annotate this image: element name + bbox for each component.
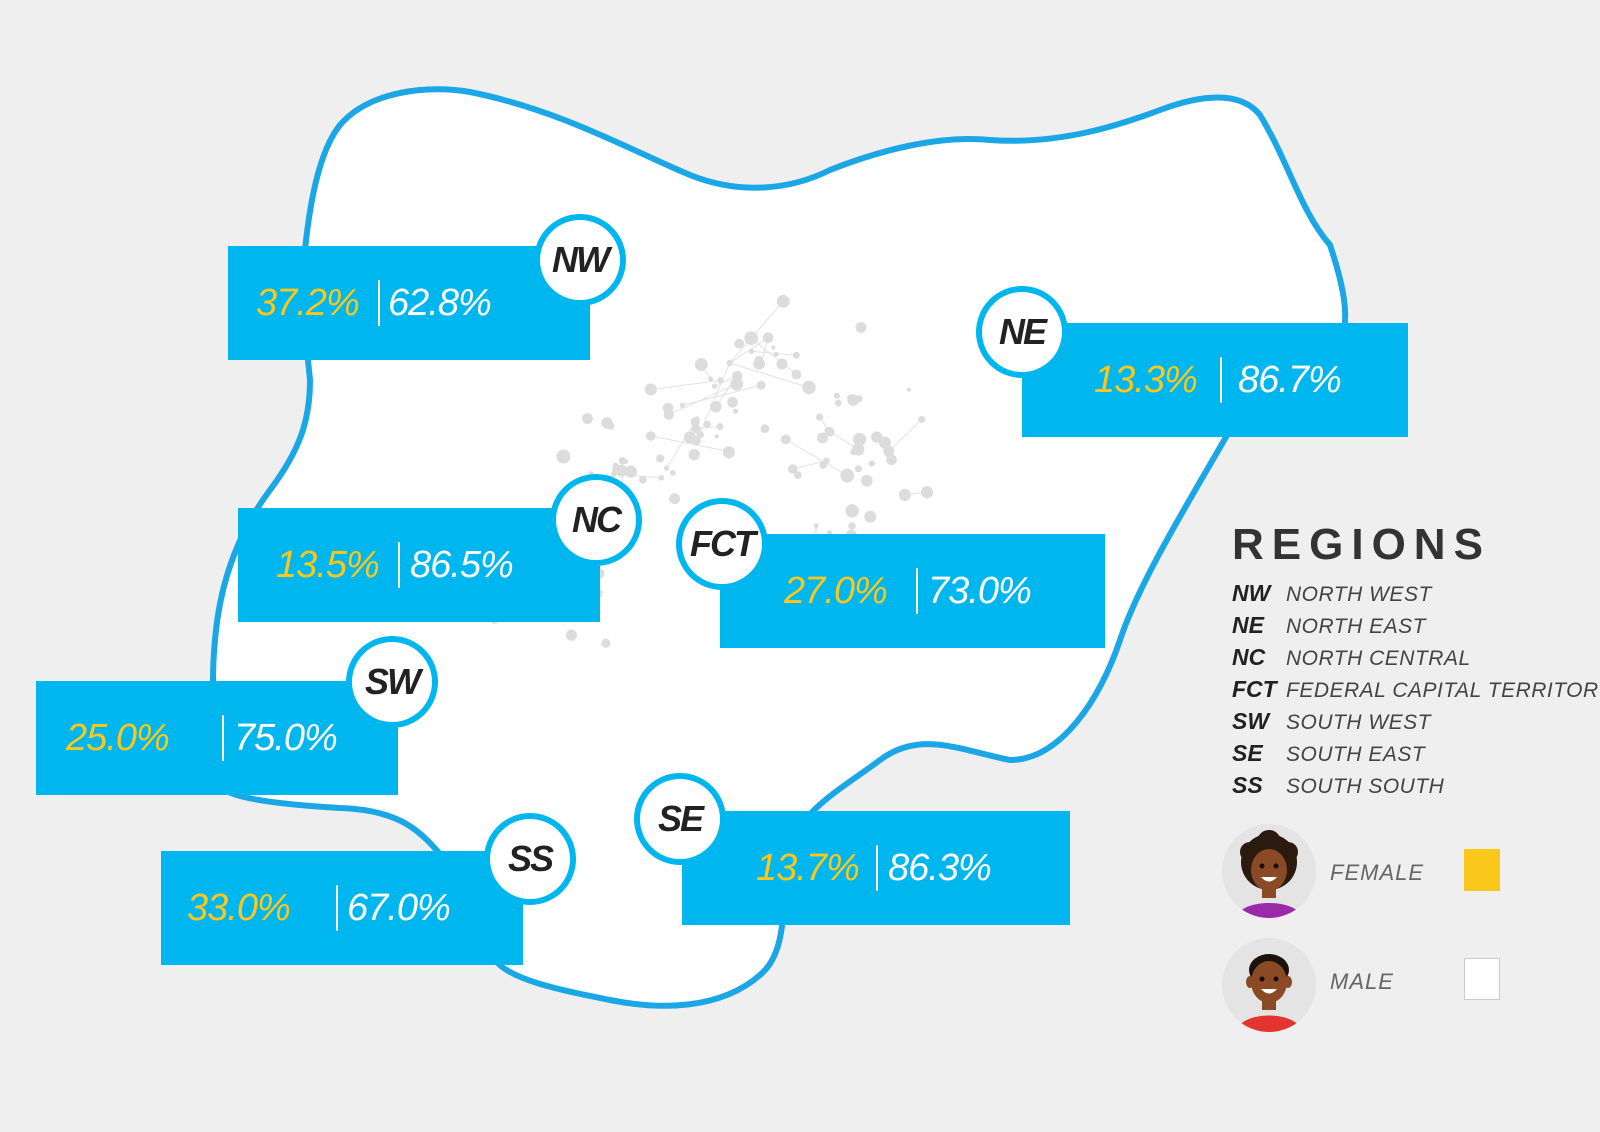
separator — [222, 715, 224, 761]
male-percentage: 73.0% — [928, 570, 1032, 612]
region-badge-nc: NC — [550, 474, 642, 566]
legend-code: NE — [1232, 612, 1264, 638]
legend-code: FCT — [1232, 676, 1277, 702]
male-percentage: 75.0% — [234, 717, 338, 759]
region-panel-fct: 27.0% 73.0% — [720, 534, 1105, 648]
region-badge-nw: NW — [534, 214, 626, 306]
region-badge-se: SE — [634, 773, 726, 865]
separator — [378, 280, 380, 326]
female-percentage: 37.2% — [256, 282, 360, 324]
legend-item-ne: NE NORTH EAST — [1232, 612, 1426, 639]
female-percentage: 27.0% — [784, 570, 888, 612]
legend-item-fct: FCT FEDERAL CAPITAL TERRITORY — [1232, 676, 1600, 703]
legend-name: NORTH CENTRAL — [1286, 647, 1471, 670]
region-badge-ss: SS — [484, 813, 576, 905]
region-panel-se: 13.7% 86.3% — [682, 811, 1070, 925]
legend-item-ss: SS SOUTH SOUTH — [1232, 772, 1444, 799]
region-badge-fct: FCT — [676, 498, 768, 590]
legend-name: SOUTH SOUTH — [1286, 775, 1445, 798]
legend-name: SOUTH WEST — [1286, 711, 1431, 734]
separator — [876, 845, 878, 891]
region-panel-sw: 25.0% 75.0% — [36, 681, 398, 795]
male-percentage: 67.0% — [347, 887, 451, 929]
legend-code: SE — [1232, 740, 1263, 766]
region-panel-ne: 13.3% 86.7% — [1022, 323, 1408, 437]
region-badge-ne: NE — [976, 286, 1068, 378]
legend-title: REGIONS — [1232, 520, 1491, 569]
region-panel-ss: 33.0% 67.0% — [161, 851, 523, 965]
legend-name: FEDERAL CAPITAL TERRITORY — [1286, 679, 1600, 702]
female-swatch — [1464, 849, 1500, 891]
female-percentage: 33.0% — [187, 887, 291, 929]
legend-item-nw: NW NORTH WEST — [1232, 580, 1432, 607]
female-percentage: 25.0% — [66, 717, 170, 759]
female-label: FEMALE — [1330, 860, 1425, 885]
legend-code: SW — [1232, 708, 1270, 734]
male-avatar-icon — [1222, 938, 1316, 1032]
male-label: MALE — [1330, 969, 1394, 994]
legend-item-nc: NC NORTH CENTRAL — [1232, 644, 1471, 671]
female-percentage: 13.5% — [276, 544, 380, 586]
legend-name: SOUTH EAST — [1286, 743, 1426, 766]
female-avatar-icon — [1222, 824, 1316, 918]
separator — [1220, 357, 1222, 403]
region-panel-nc: 13.5% 86.5% — [238, 508, 600, 622]
male-percentage: 62.8% — [388, 282, 492, 324]
male-swatch — [1464, 958, 1500, 1000]
legend-code: NC — [1232, 644, 1266, 670]
separator — [916, 568, 918, 614]
male-percentage: 86.7% — [1238, 359, 1342, 401]
female-percentage: 13.3% — [1094, 359, 1198, 401]
female-percentage: 13.7% — [756, 847, 860, 889]
legend-name: NORTH EAST — [1286, 615, 1426, 638]
male-percentage: 86.3% — [888, 847, 992, 889]
legend-item-se: SE SOUTH EAST — [1232, 740, 1425, 767]
separator — [336, 885, 338, 931]
male-percentage: 86.5% — [410, 544, 514, 586]
region-badge-sw: SW — [346, 636, 438, 728]
separator — [398, 542, 400, 588]
legend-code: SS — [1232, 772, 1263, 798]
legend-name: NORTH WEST — [1286, 583, 1432, 606]
region-panel-nw: 37.2% 62.8% — [228, 246, 590, 360]
legend-code: NW — [1232, 580, 1271, 606]
legend-item-sw: SW SOUTH WEST — [1232, 708, 1431, 735]
